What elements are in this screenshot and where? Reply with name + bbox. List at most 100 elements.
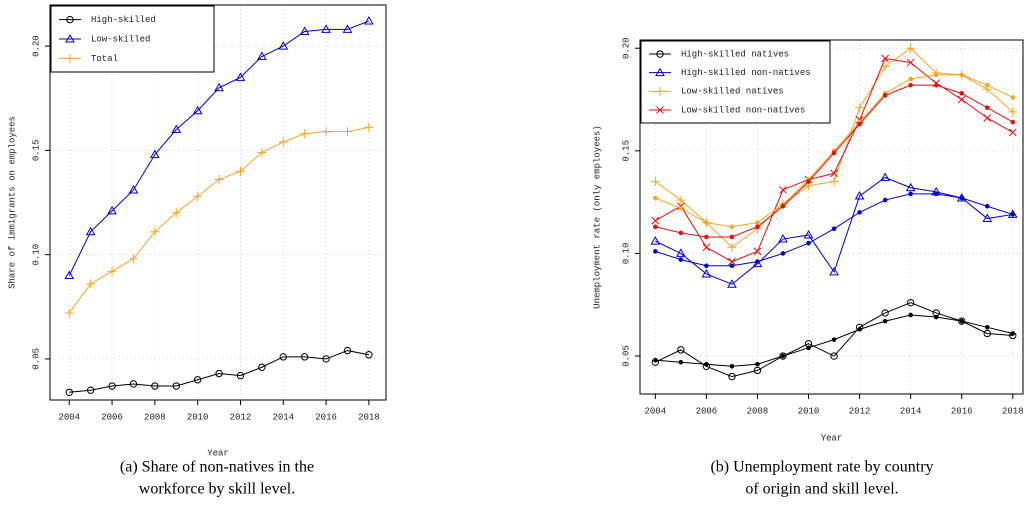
series-line (69, 350, 369, 393)
marker (933, 72, 939, 78)
marker (676, 195, 686, 205)
marker (779, 185, 787, 194)
marker (128, 254, 138, 264)
marker (299, 26, 310, 35)
marker (753, 247, 762, 256)
marker (906, 43, 916, 53)
marker (882, 93, 888, 98)
marker (342, 24, 353, 33)
marker (678, 205, 684, 211)
marker (729, 263, 735, 269)
marker (755, 220, 760, 225)
plot: 0.05 0.10 0.15 0.20 2004 2006 2008 2010 2012 2014… (592, 37, 1023, 497)
marker (984, 325, 990, 330)
marker (933, 82, 939, 88)
marker (85, 226, 96, 236)
x-tick-label: 2010 (187, 412, 209, 422)
marker (236, 371, 245, 380)
marker (806, 240, 811, 246)
marker (653, 249, 658, 254)
marker (957, 95, 966, 104)
marker (908, 76, 913, 82)
marker (984, 105, 990, 111)
marker (678, 230, 684, 236)
marker (729, 224, 735, 230)
marker (830, 352, 838, 360)
marker (65, 388, 73, 396)
marker (1010, 331, 1016, 336)
marker (959, 72, 965, 78)
marker (984, 82, 990, 88)
marker (235, 166, 245, 176)
marker (365, 351, 373, 359)
marker (701, 268, 712, 278)
marker (831, 226, 837, 232)
marker (655, 67, 665, 77)
marker (678, 359, 684, 365)
marker (278, 41, 289, 50)
marker (150, 149, 160, 159)
marker (258, 363, 266, 371)
legend-label: Total (91, 54, 118, 64)
marker (675, 248, 686, 257)
marker (830, 169, 838, 178)
series-line (655, 302, 1013, 378)
marker (1010, 95, 1016, 100)
marker (300, 129, 310, 139)
x-tick-label: 2016 (951, 406, 973, 416)
x-tick-label: 2006 (696, 406, 718, 416)
marker (278, 137, 288, 147)
marker (300, 353, 309, 361)
caption: (a) Share of non-natives in the (120, 459, 314, 476)
marker (192, 105, 203, 115)
marker (780, 353, 786, 359)
marker (755, 361, 760, 367)
marker (64, 308, 74, 318)
marker (983, 114, 992, 122)
x-tick-label: 2010 (798, 406, 820, 416)
marker (343, 346, 352, 355)
marker (882, 318, 888, 324)
marker (677, 346, 685, 354)
marker (831, 150, 837, 156)
marker (128, 184, 139, 194)
marker (857, 327, 862, 332)
marker (65, 33, 75, 43)
marker (857, 121, 862, 127)
marker (702, 243, 711, 252)
marker (656, 50, 664, 58)
marker (678, 257, 684, 262)
caption: workforce by skill level. (139, 481, 295, 498)
marker (193, 376, 202, 384)
x-tick-label: 2018 (1002, 406, 1024, 416)
marker (364, 122, 374, 132)
x-tick-label: 2016 (315, 412, 337, 422)
marker (908, 82, 913, 88)
marker (806, 345, 811, 351)
x-tick-label: 2014 (272, 412, 294, 422)
marker (829, 177, 839, 187)
x-tick-label: 2014 (900, 406, 922, 416)
marker (959, 195, 965, 201)
marker (655, 86, 665, 96)
legend-label: High-skilled (91, 15, 156, 25)
marker (214, 82, 224, 92)
marker (779, 352, 787, 360)
x-tick-label: 2006 (101, 412, 123, 422)
marker (880, 172, 890, 181)
y-tick-label: 0.10 (31, 244, 41, 266)
marker (727, 242, 737, 252)
marker (214, 175, 224, 185)
marker (753, 366, 762, 375)
marker (806, 179, 811, 184)
marker (933, 191, 939, 197)
marker (905, 182, 916, 192)
marker (704, 234, 709, 240)
marker (656, 106, 664, 114)
marker (1010, 119, 1016, 125)
plot-frame (49, 4, 387, 401)
y-tick-label: 0.10 (621, 243, 631, 265)
marker (704, 263, 709, 269)
marker (906, 58, 915, 67)
x-tick-label: 2012 (849, 406, 871, 416)
